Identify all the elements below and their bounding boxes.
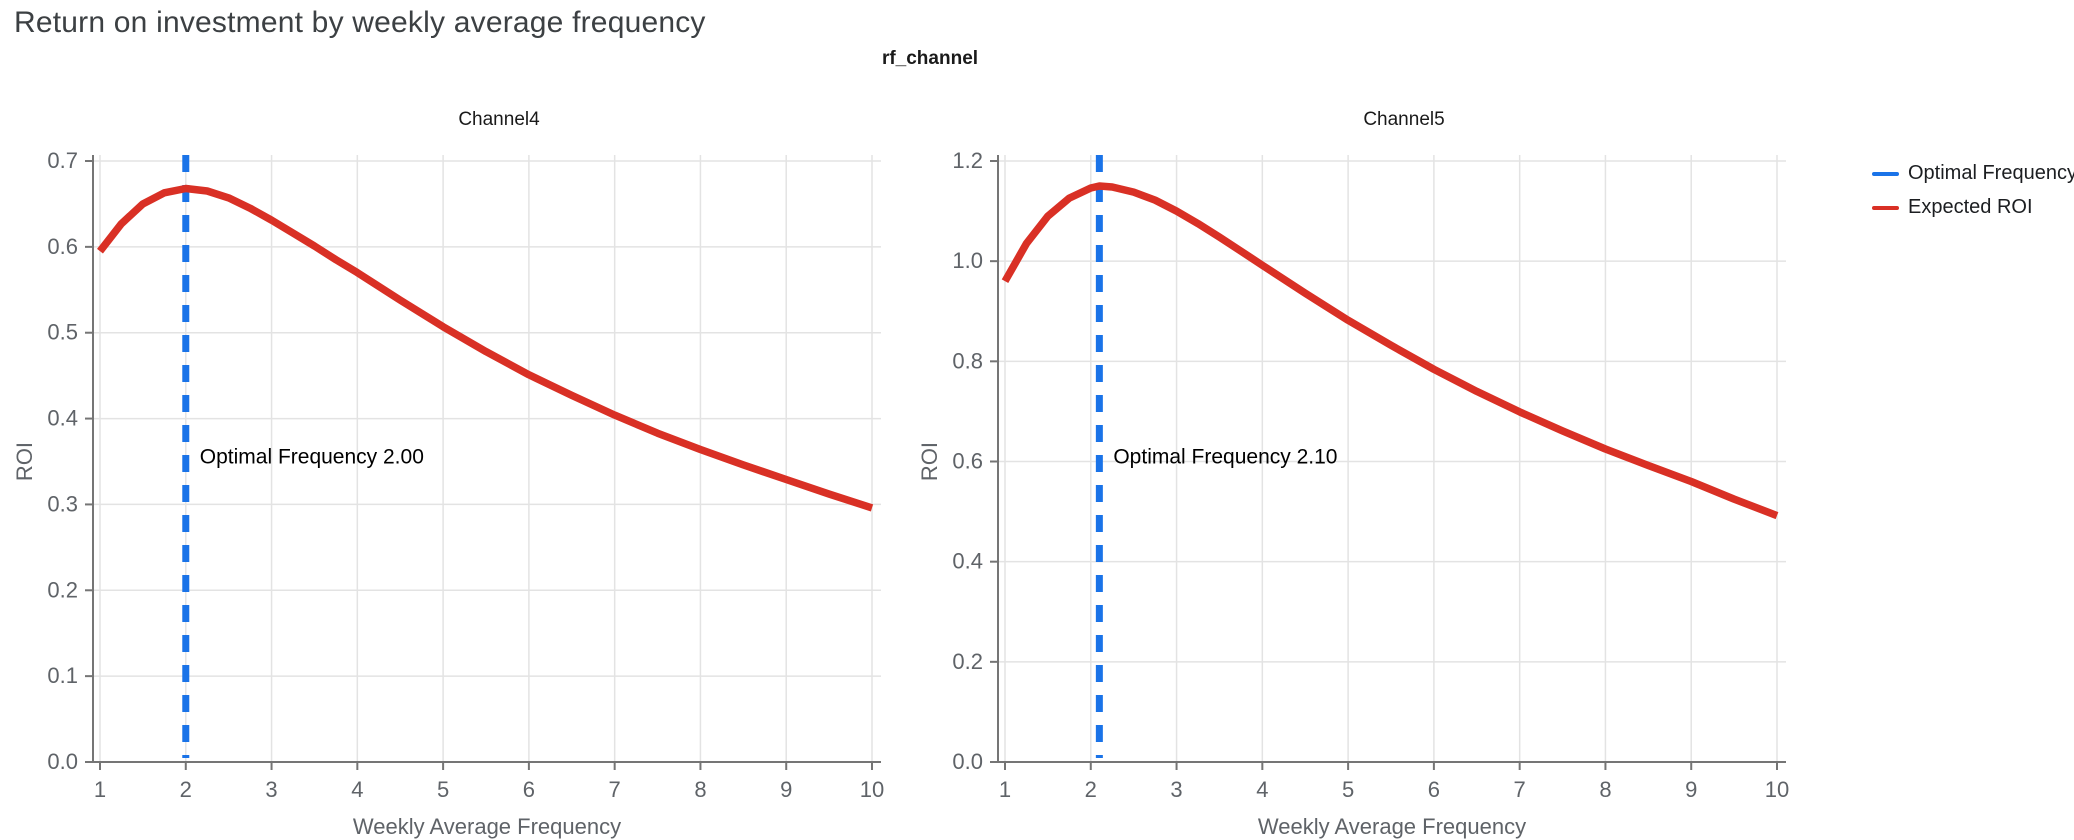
x-tick-label: 9 — [1685, 777, 1697, 802]
y-tick-label: 0.0 — [952, 749, 983, 774]
facet-title: rf_channel — [881, 48, 979, 69]
x-tick-label: 5 — [1342, 777, 1354, 802]
subplot-title-channel4: Channel4 — [458, 109, 540, 130]
x-tick-label: 6 — [1428, 777, 1440, 802]
page-title: Return on investment by weekly average f… — [14, 6, 706, 39]
legend-label: Expected ROI — [1908, 196, 2033, 218]
x-tick-label: 3 — [265, 777, 277, 802]
legend-item-expected-roi: Expected ROI — [1872, 196, 2074, 219]
optimal-frequency-annotation: Optimal Frequency 2.10 — [1113, 445, 1337, 468]
y-tick-label: 0.7 — [47, 148, 78, 173]
chart-mount-channel4: 1 2 3 4 5 6 7 8 9 10 0.0 0.1 0.2 0.3 0.4 0.5 0.6 0.7 Weekl… — [0, 140, 905, 840]
roi-line-chart: 1 2 3 4 5 6 7 8 9 10 0.0 0.1 0.2 0.3 0.4 0.5 0.6 0.7 Weekl… — [12, 148, 884, 839]
expected-roi-line — [1001, 182, 1779, 520]
x-tick-label: 1 — [999, 777, 1011, 802]
subplot-title-channel5: Channel5 — [1363, 109, 1445, 130]
y-tick-label: 0.1 — [47, 663, 78, 688]
y-tick-label: 0.6 — [952, 449, 983, 474]
optimal-frequency-annotation: Optimal Frequency 2.00 — [200, 445, 424, 468]
y-tick-label: 1.2 — [952, 148, 983, 173]
x-tick-label: 8 — [1599, 777, 1611, 802]
y-axis-title: ROI — [12, 442, 37, 481]
y-tick-label: 0.4 — [47, 406, 78, 431]
roi-line-chart: 1 2 3 4 5 6 7 8 9 10 0.0 0.2 0.4 0.6 0.8 1.0 1.2 Weekly A… — [917, 148, 1789, 839]
x-tick-label: 10 — [860, 777, 884, 802]
x-tick-label: 2 — [180, 777, 192, 802]
x-tick-label: 5 — [437, 777, 449, 802]
x-tick-label: 3 — [1170, 777, 1182, 802]
chart-legend: Optimal Frequency Expected ROI — [1872, 162, 2074, 219]
x-tick-label: 6 — [523, 777, 535, 802]
x-axis-title: Weekly Average Frequency — [353, 814, 621, 839]
expected-roi-line — [97, 184, 874, 512]
y-tick-label: 0.2 — [47, 577, 78, 602]
y-tick-label: 0.6 — [47, 234, 78, 259]
x-tick-label: 10 — [1765, 777, 1789, 802]
y-tick-label: 0.2 — [952, 649, 983, 674]
chart-block-channel4: Channel4 1 2 3 4 5 6 7 8 9 10 0.0 0.1 0.2 0.3 0.4 0.5 0.… — [0, 100, 905, 840]
x-tick-label: 2 — [1085, 777, 1097, 802]
chart-mount-channel5: 1 2 3 4 5 6 7 8 9 10 0.0 0.2 0.4 0.6 0.8 1.0 1.2 Weekly A… — [905, 140, 1810, 840]
y-tick-label: 0.0 — [47, 749, 78, 774]
y-tick-label: 0.8 — [952, 348, 983, 373]
x-tick-label: 1 — [94, 777, 106, 802]
x-tick-label: 9 — [780, 777, 792, 802]
x-tick-label: 7 — [1514, 777, 1526, 802]
x-tick-label: 4 — [1256, 777, 1268, 802]
chart-block-channel5: Channel5 1 2 3 4 5 6 7 8 9 10 0.0 0.2 0.4 0.6 0.8 1.0 1.… — [905, 100, 1810, 840]
x-tick-label: 4 — [351, 777, 363, 802]
y-tick-label: 0.3 — [47, 491, 78, 516]
expected-roi-swatch-icon — [1872, 205, 1899, 210]
legend-item-optimal-frequency: Optimal Frequency — [1872, 162, 2074, 185]
y-axis-title: ROI — [917, 442, 942, 481]
legend-label: Optimal Frequency — [1908, 162, 2074, 184]
y-tick-label: 0.5 — [47, 320, 78, 345]
x-tick-label: 8 — [694, 777, 706, 802]
y-tick-label: 1.0 — [952, 248, 983, 273]
y-tick-label: 0.4 — [952, 549, 983, 574]
charts-row: Channel4 1 2 3 4 5 6 7 8 9 10 0.0 0.1 0.2 0.3 0.4 0.5 0.… — [0, 100, 1810, 840]
x-tick-label: 7 — [609, 777, 621, 802]
x-axis-title: Weekly Average Frequency — [1258, 814, 1526, 839]
optimal-frequency-swatch-icon — [1872, 171, 1899, 176]
